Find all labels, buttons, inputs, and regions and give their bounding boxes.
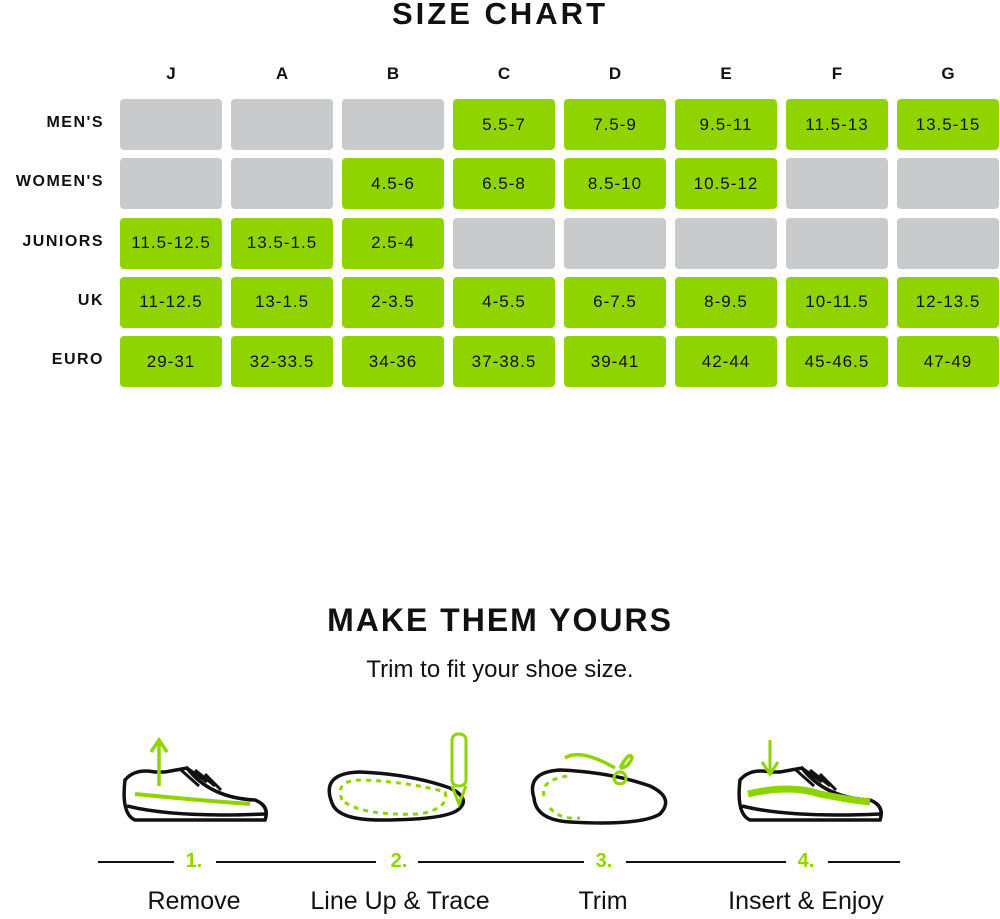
- size-cell: 13.5-1.5: [231, 217, 333, 269]
- size-cell: 32-33.5: [231, 336, 333, 388]
- column-header-e: E: [720, 64, 732, 83]
- size-cell: 8-9.5: [675, 276, 777, 328]
- shoe-remove-insole-icon: [122, 736, 268, 822]
- size-cell: 13.5-15: [897, 99, 999, 150]
- step-label: Trim: [578, 887, 628, 915]
- divider-line: [418, 861, 584, 863]
- make-them-yours-subtitle: Trim to fit your shoe size.: [366, 656, 634, 683]
- step-number: 4.: [797, 850, 815, 872]
- size-cell: 5.5-7: [453, 99, 555, 150]
- empty-size-cell: [675, 217, 777, 269]
- step-label: Line Up & Trace: [310, 887, 490, 915]
- step-number: 2.: [390, 850, 408, 872]
- empty-size-cell: [120, 158, 222, 210]
- step-label: Insert & Enjoy: [728, 887, 884, 915]
- row-header: WOMEN'S: [15, 173, 104, 191]
- size-cell: 11-12.5: [120, 276, 222, 328]
- row-header: JUNIORS: [22, 232, 104, 250]
- column-header-d: D: [608, 64, 622, 83]
- column-header-g: G: [941, 64, 955, 83]
- size-cell: 47-49: [897, 336, 999, 388]
- column-header-f: F: [831, 64, 843, 83]
- trace-insole-pencil-icon: [327, 732, 468, 822]
- size-cell: 37-38.5: [453, 336, 555, 388]
- divider-line: [98, 861, 174, 863]
- empty-size-cell: [786, 158, 888, 210]
- row-header: EURO: [51, 351, 104, 369]
- size-cell: 34-36: [342, 336, 444, 388]
- trim-insole-scissors-icon: [530, 752, 668, 825]
- size-cell: 2-3.5: [342, 276, 444, 328]
- make-them-yours-title: MAKE THEM YOURS: [327, 602, 673, 638]
- size-cell: 2.5-4: [342, 217, 444, 269]
- step-label: Remove: [147, 887, 241, 915]
- size-cell: 4.5-6: [342, 158, 444, 210]
- size-cell: 39-41: [564, 336, 666, 388]
- size-cell: 10-11.5: [786, 276, 888, 328]
- size-cell: 13-1.5: [231, 276, 333, 328]
- empty-size-cell: [897, 217, 999, 269]
- column-header-c: C: [497, 64, 511, 83]
- step-number: 3.: [595, 850, 613, 872]
- empty-size-cell: [786, 217, 888, 269]
- size-chart-title: SIZE CHART: [392, 0, 608, 31]
- size-cell: 11.5-12.5: [120, 217, 222, 269]
- empty-size-cell: [453, 217, 555, 269]
- shoe-insert-insole-icon: [737, 740, 883, 822]
- size-cell: 4-5.5: [453, 276, 555, 328]
- size-cell: 10.5-12: [675, 158, 777, 210]
- column-header-a: A: [275, 64, 289, 83]
- size-cell: 42-44: [675, 336, 777, 388]
- divider-line: [828, 861, 900, 863]
- empty-size-cell: [897, 158, 999, 210]
- empty-size-cell: [564, 217, 666, 269]
- empty-size-cell: [231, 158, 333, 210]
- row-header: MEN'S: [46, 114, 104, 131]
- size-cell: 6-7.5: [564, 276, 666, 328]
- step-number: 1.: [185, 850, 203, 872]
- column-header-b: B: [386, 64, 400, 83]
- size-cell: 11.5-13: [786, 99, 888, 150]
- empty-size-cell: [120, 99, 222, 150]
- row-header: UK: [77, 291, 104, 309]
- empty-size-cell: [231, 99, 333, 150]
- divider-line: [216, 861, 376, 863]
- empty-size-cell: [342, 99, 444, 150]
- size-cell: 8.5-10: [564, 158, 666, 210]
- column-header-j: J: [166, 64, 176, 83]
- size-cell: 9.5-11: [675, 99, 777, 150]
- size-cell: 29-31: [120, 336, 222, 388]
- size-cell: 7.5-9: [564, 99, 666, 150]
- size-cell: 45-46.5: [786, 336, 888, 388]
- size-cell: 12-13.5: [897, 276, 999, 328]
- size-cell: 6.5-8: [453, 158, 555, 210]
- divider-line: [626, 861, 786, 863]
